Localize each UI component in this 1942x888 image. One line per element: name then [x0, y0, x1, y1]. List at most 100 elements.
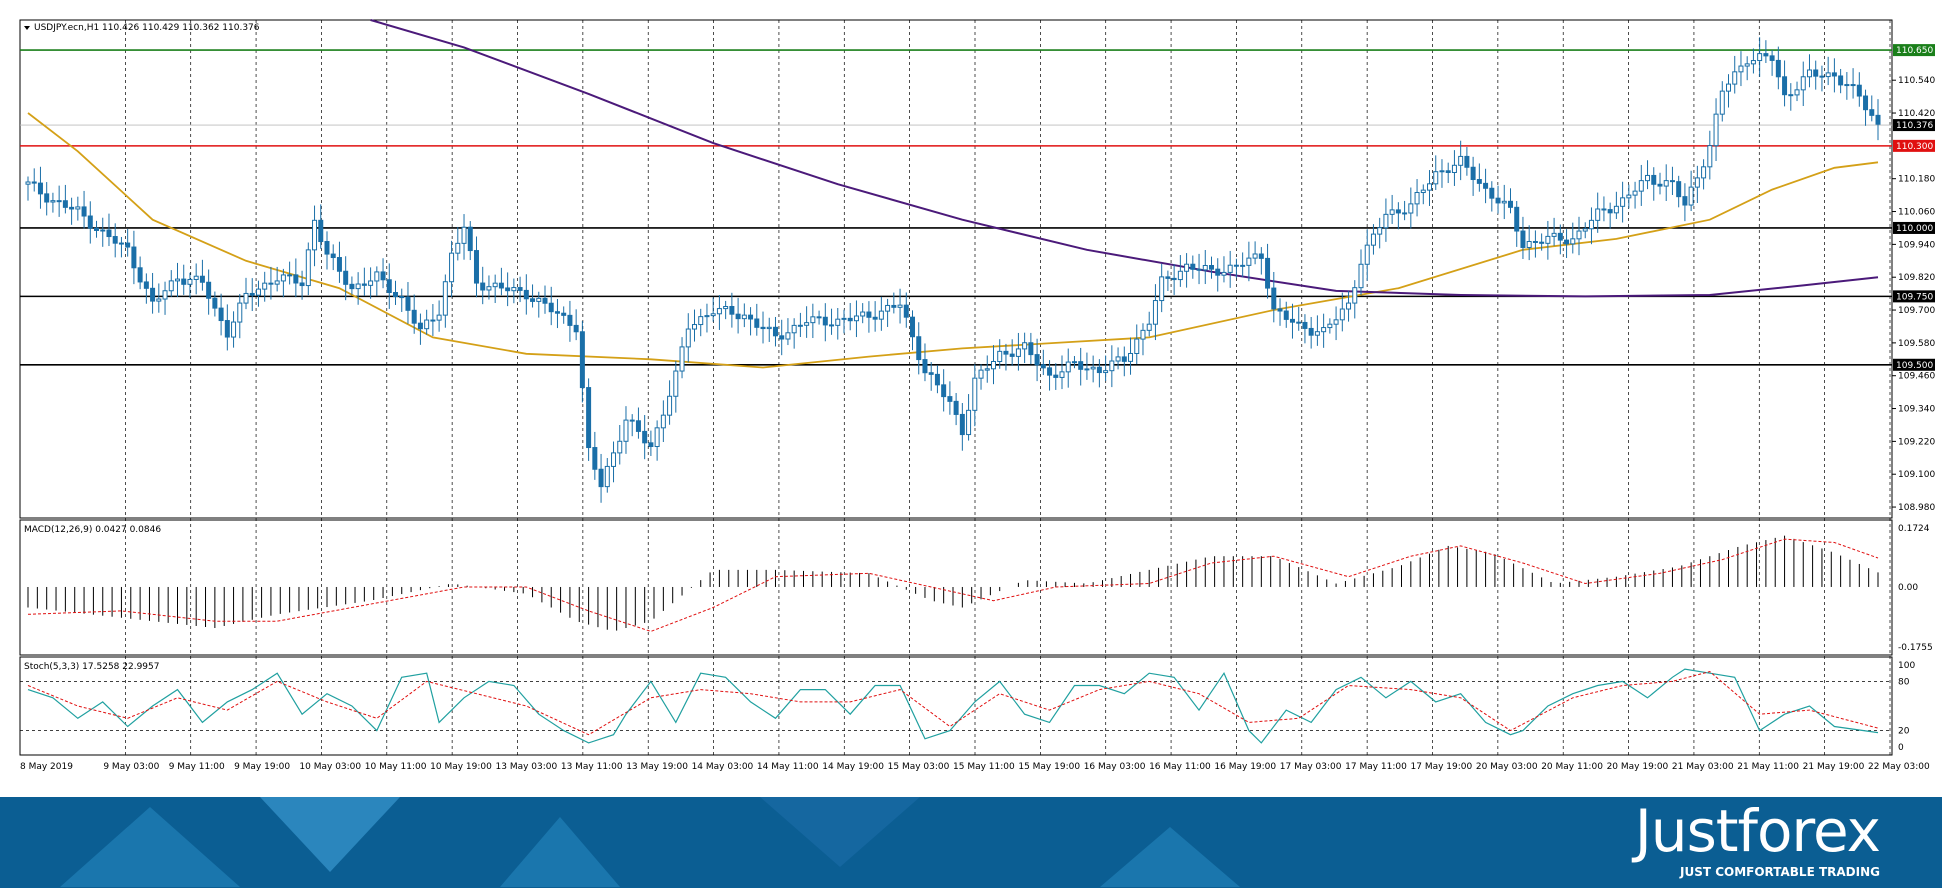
candle-body [1439, 170, 1445, 173]
price-tick-label: 109.820 [1898, 273, 1935, 283]
candle-body [100, 229, 106, 232]
candle-body [405, 296, 411, 311]
candle-body [486, 286, 492, 291]
candle-body [530, 298, 536, 302]
candle-body [835, 318, 841, 326]
candle-body [1171, 277, 1177, 281]
candle-body [1059, 371, 1065, 378]
candle-body [567, 314, 573, 326]
candle-body [87, 215, 93, 229]
candle-body [941, 384, 947, 398]
candle-body [1489, 187, 1495, 199]
candle-body [959, 413, 965, 436]
candle-body [785, 332, 791, 340]
candle-body [1825, 72, 1831, 78]
candle-body [1726, 83, 1732, 92]
candle-body [255, 288, 261, 296]
candle-body [579, 331, 585, 389]
price-tick-label: 109.940 [1898, 240, 1935, 250]
candle-body [94, 227, 100, 231]
time-axis-label: 17 May 03:00 [1280, 762, 1342, 772]
candle-body [1227, 264, 1233, 273]
time-axis-label: 10 May 03:00 [299, 762, 361, 772]
candle-body [1869, 109, 1875, 116]
candle-body [1564, 239, 1570, 245]
time-axis-label: 13 May 19:00 [626, 762, 688, 772]
candle-body [492, 282, 498, 288]
candle-body [1483, 182, 1489, 189]
candle-body [1838, 75, 1844, 86]
time-axis-label: 13 May 03:00 [496, 762, 558, 772]
candle-body [505, 287, 511, 292]
candle-body [1539, 241, 1545, 244]
candle-body [660, 414, 666, 429]
candle-body [1003, 350, 1009, 355]
candle-body [754, 318, 760, 328]
candle-body [1364, 244, 1370, 265]
candle-body [1028, 342, 1034, 356]
justforex-logo: Justforex [1634, 797, 1881, 865]
candle-body [1458, 155, 1464, 166]
candle-body [268, 282, 274, 285]
dropdown-arrow-icon[interactable] [24, 26, 30, 30]
candle-body [312, 219, 318, 251]
candle-body [1476, 179, 1482, 184]
candle-body [1607, 209, 1613, 214]
candle-body [1302, 321, 1308, 329]
candle-body [710, 313, 716, 317]
candle-body [162, 290, 168, 300]
candle-body [878, 310, 884, 320]
candle-body [1308, 327, 1314, 336]
price-tag-label: 110.650 [1896, 46, 1933, 56]
candle-body [1806, 69, 1812, 78]
candle-body [174, 278, 180, 282]
candle-body [1601, 208, 1607, 211]
candle-body [953, 400, 959, 415]
candle-body [1464, 155, 1470, 168]
candle-body [928, 372, 934, 375]
candle-body [1651, 174, 1657, 185]
candle-body [1383, 213, 1389, 229]
price-chart[interactable]: 8 May 2019 9 May 03:00 9 May 11:00 9 May 19… [0, 0, 1942, 797]
candle-body [224, 320, 230, 338]
price-tag-box [1893, 358, 1935, 371]
candle-body [1863, 95, 1869, 111]
candle-body [779, 335, 785, 340]
price-tick-label: 108.980 [1898, 503, 1935, 513]
candle-body [1009, 353, 1015, 357]
candle-body [1763, 53, 1769, 57]
candle-body [667, 395, 673, 416]
candle-body [1358, 263, 1364, 289]
price-tick-label: 110.180 [1898, 175, 1935, 185]
candle-body [748, 314, 754, 320]
candle-body [206, 281, 212, 299]
candle-body [1620, 197, 1626, 207]
candle-body [1134, 338, 1140, 354]
price-tick-label: 109.700 [1898, 306, 1935, 316]
candle-body [293, 274, 299, 284]
candle-body [187, 278, 193, 285]
candle-body [1040, 364, 1046, 369]
time-axis-label: 14 May 19:00 [822, 762, 884, 772]
time-axis-label: 8 May 2019 [20, 762, 73, 772]
time-axis-label: 15 May 03:00 [888, 762, 950, 772]
candle-body [1146, 323, 1152, 331]
candle-body [654, 427, 660, 448]
candle-body [199, 275, 205, 283]
candle-body [386, 279, 392, 294]
macd-tick-label: 0.00 [1898, 583, 1918, 593]
candle-body [1588, 219, 1594, 230]
candle-body [1047, 367, 1053, 376]
macd-panel-frame [19, 519, 1893, 656]
time-axis-label: 17 May 19:00 [1411, 762, 1473, 772]
candle-body [1427, 183, 1433, 191]
candle-body [498, 282, 504, 289]
candle-body [1209, 265, 1215, 270]
candle-body [1626, 194, 1632, 199]
candle-body [1451, 164, 1457, 173]
candle-body [1271, 287, 1277, 310]
moving-averages [27, 19, 1879, 369]
candle-body [872, 316, 878, 320]
candle-body [336, 257, 342, 272]
candle-body [1800, 76, 1806, 91]
